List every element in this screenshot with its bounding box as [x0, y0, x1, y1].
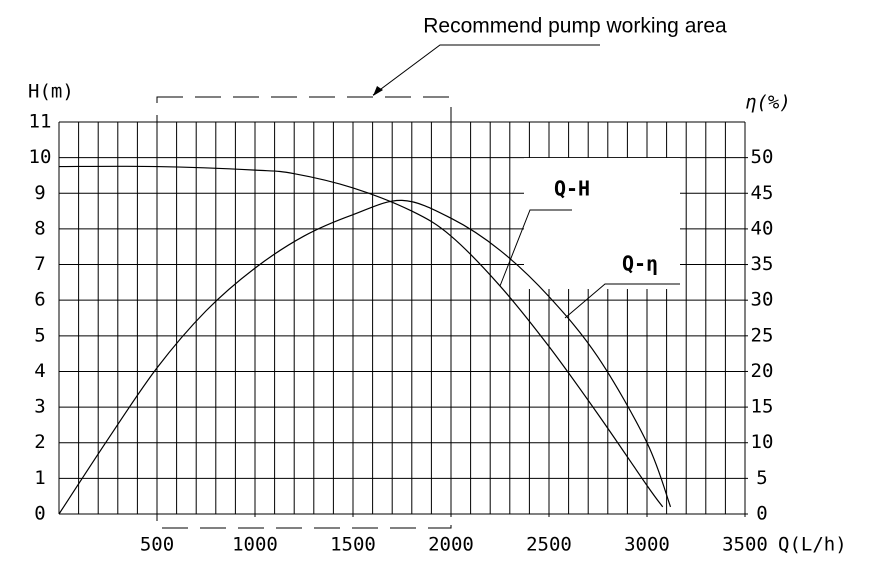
y2-tick-label: 0 — [756, 503, 767, 525]
arrow-head — [373, 86, 383, 96]
y-axis-label: H(m) — [28, 81, 74, 103]
working-area — [156, 96, 452, 529]
y-tick-label: 4 — [34, 360, 45, 382]
y-tick-label: 11 — [29, 111, 52, 133]
curve-label: Q-η — [622, 252, 658, 276]
y2-tick-label: 40 — [751, 217, 774, 239]
curve-leader — [564, 283, 680, 319]
annotation: Recommend pump working area — [423, 15, 727, 38]
y-tick-label: 1 — [34, 467, 45, 489]
x-tick-label: 500 — [140, 534, 174, 556]
y2-tick-label: 50 — [751, 146, 774, 168]
y-tick-label: 8 — [34, 217, 45, 239]
y2-tick-label: 35 — [751, 253, 774, 275]
label-box — [524, 158, 680, 289]
y2-tick-label: 15 — [751, 396, 774, 418]
y-tick-label: 7 — [34, 253, 45, 275]
curve-label: Q-H — [554, 177, 590, 201]
x-tick-label: 1000 — [232, 534, 278, 556]
x-tick-label: 2500 — [526, 534, 572, 556]
y2-tick-label: 20 — [751, 360, 774, 382]
x-tick-label: 3500 — [722, 534, 768, 556]
curve-leader — [499, 209, 572, 287]
y2-tick-label: 45 — [751, 182, 774, 204]
x-tick-label: 2000 — [428, 534, 474, 556]
y-tick-label: 9 — [34, 182, 45, 204]
y-tick-label: 5 — [34, 324, 45, 346]
y2-axis-label: η(%) — [745, 92, 791, 114]
y-tick-label: 6 — [34, 289, 45, 311]
x-tick-label: 3000 — [624, 534, 670, 556]
y-tick-label: 0 — [34, 503, 45, 525]
curve — [58, 165, 664, 508]
annotation-leader — [372, 44, 600, 96]
y2-tick-label: 5 — [756, 467, 767, 489]
x-axis-label: Q(L/h) — [778, 534, 847, 556]
y-tick-label: 10 — [29, 146, 52, 168]
x-tick-label: 1500 — [330, 534, 376, 556]
y-tick-label: 3 — [34, 396, 45, 418]
y2-tick-label: 10 — [751, 431, 774, 453]
y2-tick-label: 25 — [751, 324, 774, 346]
y2-tick-label: 30 — [751, 289, 774, 311]
y-tick-label: 2 — [34, 431, 45, 453]
